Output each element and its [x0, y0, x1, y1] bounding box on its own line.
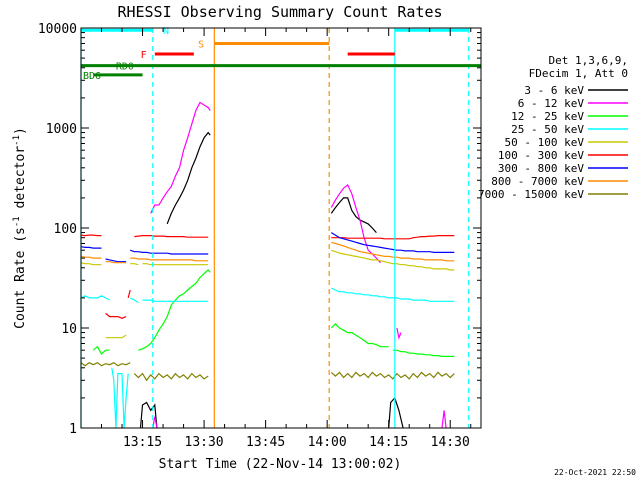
- y-axis-label-end: ): [13, 127, 28, 135]
- series-100-300-kev-segment-2: [127, 289, 131, 299]
- series-layer: [81, 101, 455, 428]
- series-50-100-kev-segment-3: [142, 263, 209, 266]
- y-axis-label-main: Count Rate (s: [13, 227, 28, 329]
- flag-label-bd6: BD6: [83, 71, 101, 82]
- y-tick-label-100: 100: [54, 222, 77, 237]
- series-300-800-kev-segment-3: [330, 232, 455, 253]
- legend: Det 1,3,6,9, FDecim 1, Att 0 3 - 6 keV6 …: [478, 54, 628, 201]
- x-axis: 13:15 13:30 13:45 14:00 14:15 14:30: [80, 28, 472, 450]
- series-50-100-kev-segment-0: [81, 262, 102, 266]
- y-axis: 1 10 100 1000 10000: [38, 22, 481, 437]
- legend-label-7000-15000-kev: 7000 - 15000 keV: [478, 188, 584, 201]
- y-axis-label-sup1: -1: [12, 216, 22, 227]
- series-3-6-kev-segment-0: [139, 401, 158, 428]
- y-tick-label-10: 10: [61, 322, 77, 337]
- series-6-12-kev-segment-4: [441, 410, 447, 428]
- series-25-50-kev-segment-0: [81, 295, 110, 301]
- x-tick-label-13-15: 13:15: [123, 435, 162, 450]
- series-50-100-kev-segment-4: [331, 249, 455, 271]
- legend-label-3-6-kev: 3 - 6 keV: [524, 84, 584, 97]
- series-300-800-kev-segment-1: [105, 258, 127, 263]
- legend-label-100-300-kev: 100 - 300 keV: [498, 149, 584, 162]
- series-25-50-kev-segment-3: [142, 299, 209, 302]
- series-800-7000-kev-segment-2: [130, 257, 209, 262]
- series-12-25-kev-segment-1: [138, 269, 211, 351]
- legend-header-line-2: FDecim 1, Att 0: [529, 67, 628, 80]
- legend-label-800-7000-kev: 800 - 7000 keV: [491, 175, 584, 188]
- series-12-25-kev-segment-0: [92, 345, 110, 355]
- x-tick-label-14-00: 14:00: [308, 435, 347, 450]
- flag-layer: N S F RD0 BD6: [81, 26, 481, 82]
- series-100-300-kev-segment-4: [331, 235, 455, 240]
- series-3-6-kev-segment-3: [388, 396, 404, 428]
- legend-label-50-100-kev: 50 - 100 keV: [505, 136, 585, 149]
- series-100-300-kev-segment-3: [134, 235, 209, 238]
- series-25-50-kev-segment-1: [111, 367, 129, 428]
- flag-label-n: N: [163, 26, 169, 37]
- y-tick-label-1000: 1000: [46, 122, 77, 137]
- series-25-50-kev-segment-2: [129, 297, 139, 304]
- x-tick-label-14-30: 14:30: [431, 435, 470, 450]
- series-800-7000-kev-segment-0: [81, 255, 102, 259]
- legend-header-line-1: Det 1,3,6,9,: [549, 54, 628, 67]
- series-100-300-kev-segment-1: [105, 312, 127, 319]
- series-6-12-kev-segment-2: [330, 183, 381, 264]
- y-tick-label-1: 1: [69, 422, 77, 437]
- legend-label-6-12-kev: 6 - 12 keV: [518, 97, 585, 110]
- series-50-100-kev-segment-1: [105, 334, 127, 339]
- series-7000-15000-kev-segment-1: [133, 372, 209, 382]
- y-axis-label-mid: detector: [13, 146, 28, 217]
- footer-timestamp: 22-Oct-2021 22:50: [554, 468, 636, 477]
- x-axis-label: Start Time (22-Nov-14 13:00:02): [159, 457, 402, 472]
- chart-title: RHESSI Observing Summary Count Rates: [117, 3, 442, 21]
- series-3-6-kev-segment-1: [166, 131, 211, 225]
- x-tick-label-14-15: 14:15: [369, 435, 408, 450]
- x-tick-label-13-30: 13:30: [185, 435, 224, 450]
- flag-label-f: F: [141, 50, 147, 61]
- series-800-7000-kev-segment-3: [331, 241, 455, 262]
- series-25-50-kev-segment-4: [331, 287, 455, 302]
- series-100-300-kev-segment-0: [81, 234, 102, 237]
- x-tick-label-13-45: 13:45: [246, 435, 285, 450]
- legend-label-300-800-kev: 300 - 800 keV: [498, 162, 584, 175]
- y-tick-label-10000: 10000: [38, 22, 77, 37]
- series-6-12-kev-segment-1: [150, 101, 211, 214]
- series-6-12-kev-segment-0: [152, 416, 158, 428]
- plot-frame: [80, 27, 482, 429]
- series-50-100-kev-segment-2: [130, 263, 139, 266]
- series-12-25-kev-segment-3: [392, 349, 455, 357]
- legend-label-12-25-kev: 12 - 25 keV: [511, 110, 584, 123]
- series-7000-15000-kev-segment-2: [330, 371, 455, 380]
- flag-label-s: S: [198, 39, 204, 50]
- flag-label-rd0: RD0: [116, 62, 134, 73]
- y-axis-label: Count Rate (s-1 detector-1): [12, 127, 28, 329]
- vline-layer: [80, 28, 470, 428]
- y-axis-label-sup2: -1: [12, 135, 22, 146]
- series-3-6-kev-segment-2: [330, 197, 377, 233]
- series-7000-15000-kev-segment-0: [81, 362, 131, 367]
- series-6-12-kev-segment-3: [396, 327, 402, 340]
- series-800-7000-kev-segment-1: [105, 261, 127, 264]
- legend-label-25-50-kev: 25 - 50 keV: [511, 123, 584, 136]
- series-300-800-kev-segment-2: [129, 249, 209, 255]
- series-300-800-kev-segment-0: [81, 246, 102, 249]
- series-12-25-kev-segment-2: [330, 323, 389, 348]
